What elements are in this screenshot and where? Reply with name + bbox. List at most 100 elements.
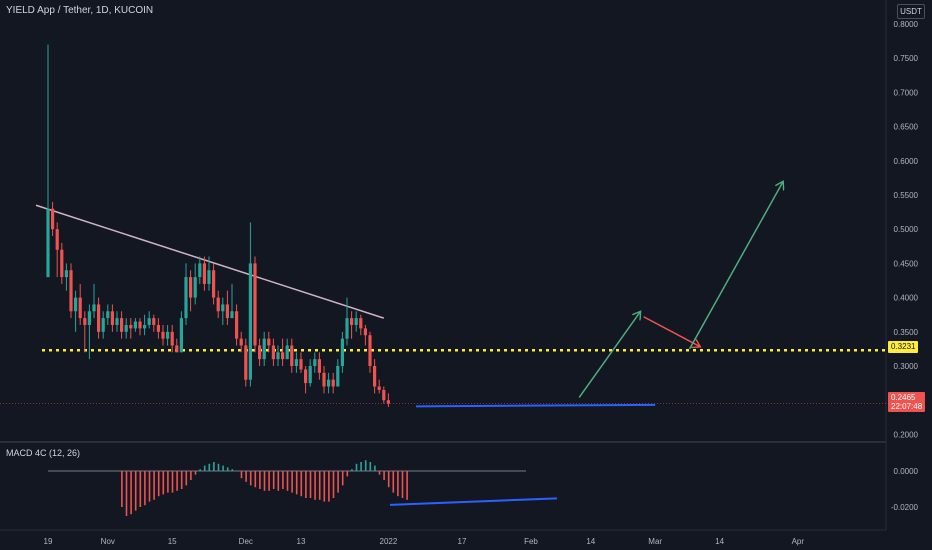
x-tick-label: Dec	[239, 537, 253, 546]
candle-body	[166, 331, 170, 339]
candle	[345, 297, 349, 346]
candle-body	[331, 379, 335, 387]
candle-body	[212, 270, 216, 298]
candle-body	[359, 318, 363, 329]
candle-body	[239, 338, 243, 346]
candle	[184, 263, 188, 325]
candle-body	[124, 324, 128, 332]
candle-body	[363, 328, 367, 336]
y-tick-label: 0.8000	[894, 20, 919, 29]
candle-body	[317, 359, 321, 373]
x-tick-label: 14	[586, 537, 595, 546]
candle	[281, 338, 285, 366]
candle-body	[129, 324, 133, 329]
candle	[331, 372, 335, 394]
candle	[267, 331, 271, 353]
candle	[147, 311, 151, 329]
candle	[133, 318, 137, 332]
currency-badge[interactable]: USDT	[897, 4, 925, 19]
candle-body	[170, 331, 174, 346]
candle	[161, 324, 165, 346]
candle-body	[267, 338, 271, 346]
candle	[129, 318, 133, 339]
candle	[304, 366, 308, 394]
candle	[69, 263, 73, 319]
x-tick-label: Apr	[792, 537, 805, 546]
candle	[368, 331, 372, 373]
y-tick-label: 0.5500	[894, 191, 919, 200]
candle-body	[299, 359, 303, 370]
y-tick-label: 0.4000	[894, 294, 919, 303]
candle	[340, 331, 344, 373]
projection-arrow	[578, 311, 640, 398]
candle-body	[133, 321, 137, 329]
candle-body	[382, 389, 386, 401]
candle-body	[350, 318, 354, 325]
candle-body	[262, 338, 266, 360]
candle-body	[179, 318, 183, 353]
candle-body	[152, 318, 156, 325]
y-tick-label: 0.3500	[894, 328, 919, 337]
candle-body	[285, 345, 289, 360]
support-line	[415, 403, 656, 408]
resistance-trendline	[35, 204, 385, 319]
x-tick-label: 2022	[380, 537, 398, 546]
candle-body	[216, 297, 220, 312]
x-tick-label: 17	[458, 537, 467, 546]
candle	[170, 324, 174, 353]
candle-body	[64, 270, 68, 278]
candle-body	[294, 359, 298, 366]
candle-body	[74, 297, 78, 312]
candle-body	[271, 345, 275, 360]
candle	[308, 359, 312, 387]
candle	[143, 314, 147, 336]
x-tick-label: Nov	[101, 537, 115, 546]
candle	[216, 290, 220, 319]
candle-body	[51, 208, 55, 230]
candle	[152, 314, 156, 332]
candle	[327, 372, 331, 394]
candle-body	[235, 311, 239, 339]
macd-divergence-line	[389, 497, 558, 506]
candle	[235, 304, 239, 346]
candle	[138, 318, 142, 336]
candle	[106, 304, 110, 325]
candle-body	[193, 277, 197, 298]
candle-body	[304, 369, 308, 384]
candle-body	[248, 263, 252, 380]
candle	[350, 311, 354, 339]
candle-body	[101, 318, 105, 332]
candle	[377, 379, 381, 394]
candle	[248, 222, 252, 387]
candle	[97, 297, 101, 339]
projection-arrow	[688, 181, 784, 350]
candle	[336, 359, 340, 387]
candle-body	[225, 304, 229, 319]
candle	[299, 352, 303, 373]
candle	[230, 283, 234, 319]
candle-body	[78, 297, 82, 319]
current-price-tag: 0.2465 22:07:48	[888, 392, 926, 412]
current-price: 0.2465	[891, 393, 916, 402]
x-tick-label: 15	[168, 537, 177, 546]
candle-body	[83, 318, 87, 325]
candle	[382, 386, 386, 404]
candle-body	[87, 311, 91, 325]
candle	[51, 201, 55, 237]
candle	[271, 338, 275, 366]
candle	[212, 263, 216, 305]
candle	[285, 338, 289, 360]
candle	[276, 345, 280, 366]
candle-body	[106, 311, 110, 319]
y-tick-label: 0.2000	[894, 430, 919, 439]
candle	[156, 318, 160, 339]
candle-body	[92, 304, 96, 312]
candle-body	[184, 277, 188, 319]
candle	[115, 311, 119, 332]
candle-body	[175, 345, 179, 353]
candle-body	[313, 359, 317, 366]
candle	[193, 263, 197, 305]
candle-body	[340, 338, 344, 366]
candle-body	[189, 277, 193, 298]
